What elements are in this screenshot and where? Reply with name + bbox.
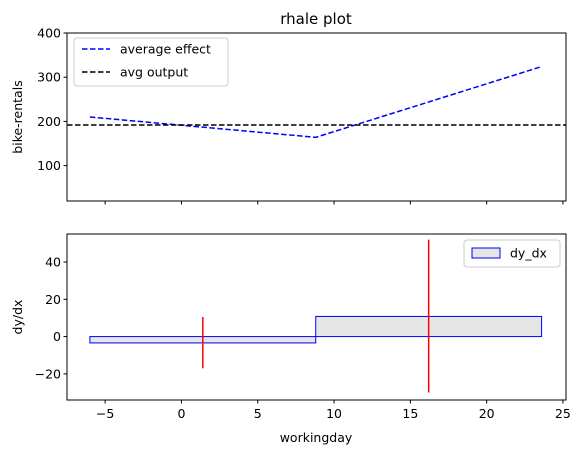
top-axes: rhale plot 100 200 300 400 bike-rentals ave…	[10, 10, 567, 205]
bottom-x-ticks: −5 0 5 10 15 20 25	[96, 400, 571, 421]
bottom-y-axis-label: dy/dx	[10, 300, 25, 335]
bottom-y-tick-label: 40	[45, 254, 61, 269]
bottom-y-tick-label: −20	[35, 366, 61, 381]
top-axes-frame	[66, 32, 567, 202]
top-legend-box	[73, 37, 229, 87]
top-chart-title: rhale plot	[280, 10, 352, 28]
top-legend: average effect avg output	[73, 37, 229, 87]
top-y-tick-label: 400	[37, 26, 61, 41]
bottom-axes-frame	[66, 233, 567, 401]
top-y-ticks: 100 200 300 400	[37, 26, 67, 173]
average-effect-line	[89, 65, 542, 139]
bottom-plot-area	[89, 239, 543, 393]
bottom-x-tick-label: 0	[177, 406, 185, 421]
legend-label-avg-output: avg output	[120, 65, 188, 80]
bottom-x-tick-label: 15	[402, 406, 418, 421]
bottom-y-tick-label: 0	[53, 329, 61, 344]
legend-swatch-dy-dx	[471, 247, 501, 259]
top-x-ticks	[104, 201, 564, 205]
bottom-x-tick-label: −5	[96, 406, 114, 421]
bottom-y-tick-label: 20	[45, 292, 61, 307]
bottom-x-axis-label: workingday	[280, 430, 353, 445]
bottom-x-tick-label: 25	[555, 406, 571, 421]
bottom-axes: −20 0 20 40 −5 0 5 10 15 20 25 dy/dx workingday d…	[10, 233, 571, 445]
bottom-x-tick-label: 20	[479, 406, 495, 421]
top-y-tick-label: 200	[37, 114, 61, 129]
legend-label-dy-dx: dy_dx	[510, 246, 547, 261]
bottom-x-tick-label: 10	[326, 406, 342, 421]
top-y-axis-label: bike-rentals	[10, 80, 25, 153]
top-y-tick-label: 100	[37, 158, 61, 173]
legend-label-average-effect: average effect	[120, 42, 211, 57]
bottom-legend-box	[463, 239, 561, 268]
top-y-tick-label: 300	[37, 70, 61, 85]
bottom-y-ticks: −20 0 20 40	[35, 254, 67, 381]
top-plot-area	[67, 65, 566, 139]
bottom-legend: dy_dx	[463, 239, 561, 268]
bottom-x-tick-label: 5	[254, 406, 262, 421]
